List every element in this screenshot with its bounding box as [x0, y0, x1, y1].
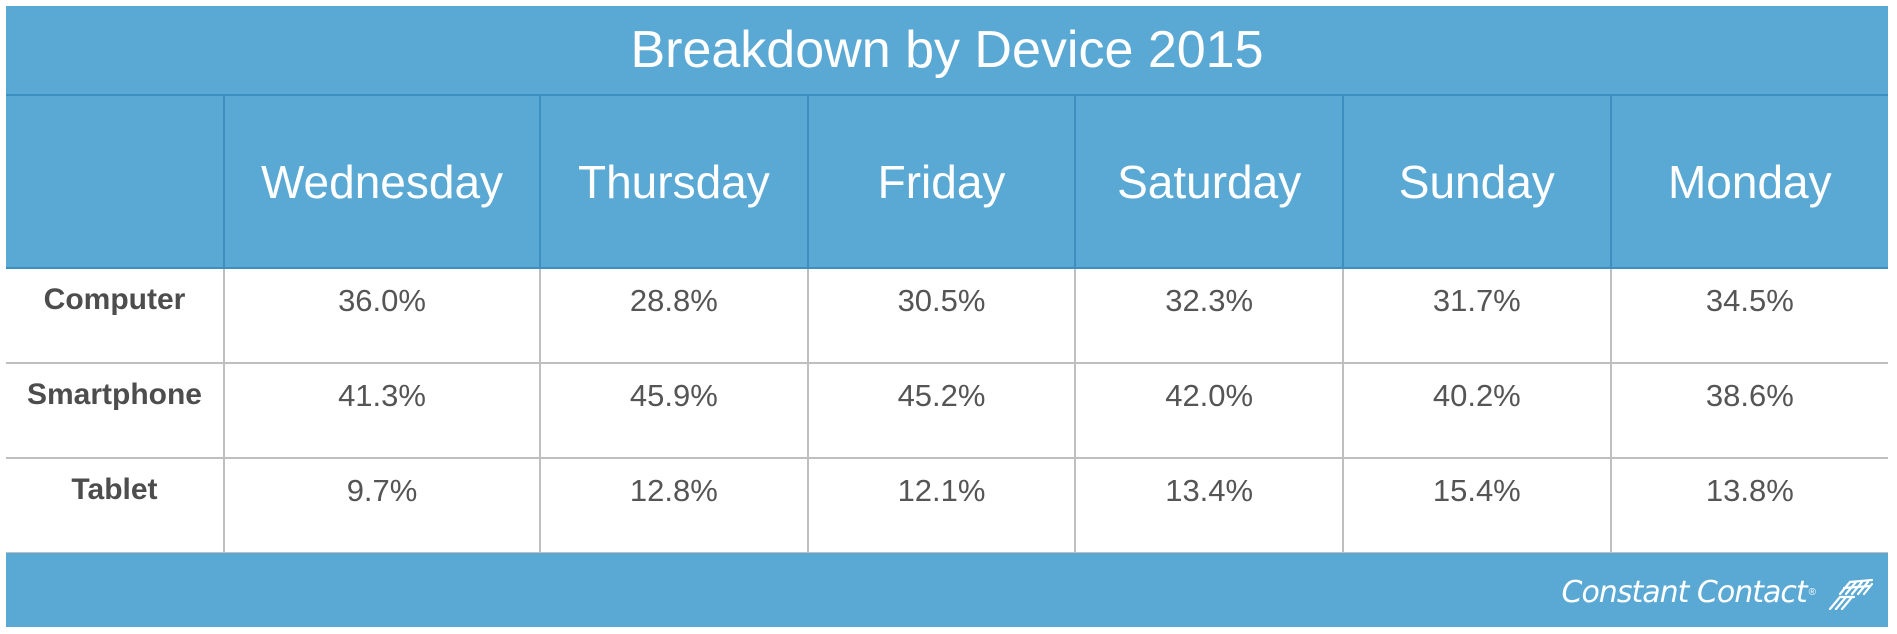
constant-contact-mark-icon — [1828, 578, 1874, 610]
column-header-saturday: Saturday — [1075, 96, 1344, 269]
table-cell: 15.4% — [1342, 458, 1612, 554]
table-cell: 42.0% — [1075, 363, 1344, 459]
table-cell: 32.3% — [1075, 268, 1344, 364]
header-row: Wednesday Thursday Friday Saturday Sunda… — [6, 96, 1888, 269]
column-header-wednesday: Wednesday — [223, 96, 542, 269]
column-header-friday: Friday — [807, 96, 1077, 269]
column-header-monday: Monday — [1610, 96, 1888, 269]
table-cell: 45.9% — [540, 363, 809, 459]
table-cell: 36.0% — [223, 268, 542, 364]
table-cell: 12.8% — [540, 458, 809, 554]
table-row-smartphone: Smartphone 41.3% 45.9% 45.2% 42.0% 40.2%… — [6, 363, 1888, 459]
table-cell: 13.8% — [1610, 458, 1888, 554]
row-label: Tablet — [6, 458, 225, 554]
device-breakdown-table: Wednesday Thursday Friday Saturday Sunda… — [6, 96, 1888, 554]
table-cell: 41.3% — [223, 363, 542, 459]
brand-logo: Constant Contact ® — [1562, 575, 1875, 610]
table-cell: 38.6% — [1610, 363, 1888, 459]
column-header-sunday: Sunday — [1342, 96, 1612, 269]
table-title: Breakdown by Device 2015 — [6, 6, 1888, 96]
column-header-corner — [6, 96, 225, 269]
brand-name: Constant Contact — [1561, 575, 1808, 610]
footer-bar: Constant Contact ® — [6, 553, 1888, 627]
table-cell: 31.7% — [1342, 268, 1612, 364]
registered-mark: ® — [1808, 587, 1816, 598]
chart-frame: Breakdown by Device 2015 Wednesday Thurs… — [6, 6, 1888, 627]
table-cell: 13.4% — [1075, 458, 1344, 554]
table-cell: 45.2% — [807, 363, 1077, 459]
table-cell: 34.5% — [1610, 268, 1888, 364]
table-cell: 9.7% — [223, 458, 542, 554]
column-header-thursday: Thursday — [540, 96, 809, 269]
table-cell: 30.5% — [807, 268, 1077, 364]
row-label: Smartphone — [6, 363, 225, 459]
table-row-tablet: Tablet 9.7% 12.8% 12.1% 13.4% 15.4% 13.8… — [6, 458, 1888, 554]
row-label: Computer — [6, 268, 225, 364]
table-row-computer: Computer 36.0% 28.8% 30.5% 32.3% 31.7% 3… — [6, 268, 1888, 364]
table-cell: 12.1% — [807, 458, 1077, 554]
table-cell: 28.8% — [540, 268, 809, 364]
table-cell: 40.2% — [1342, 363, 1612, 459]
